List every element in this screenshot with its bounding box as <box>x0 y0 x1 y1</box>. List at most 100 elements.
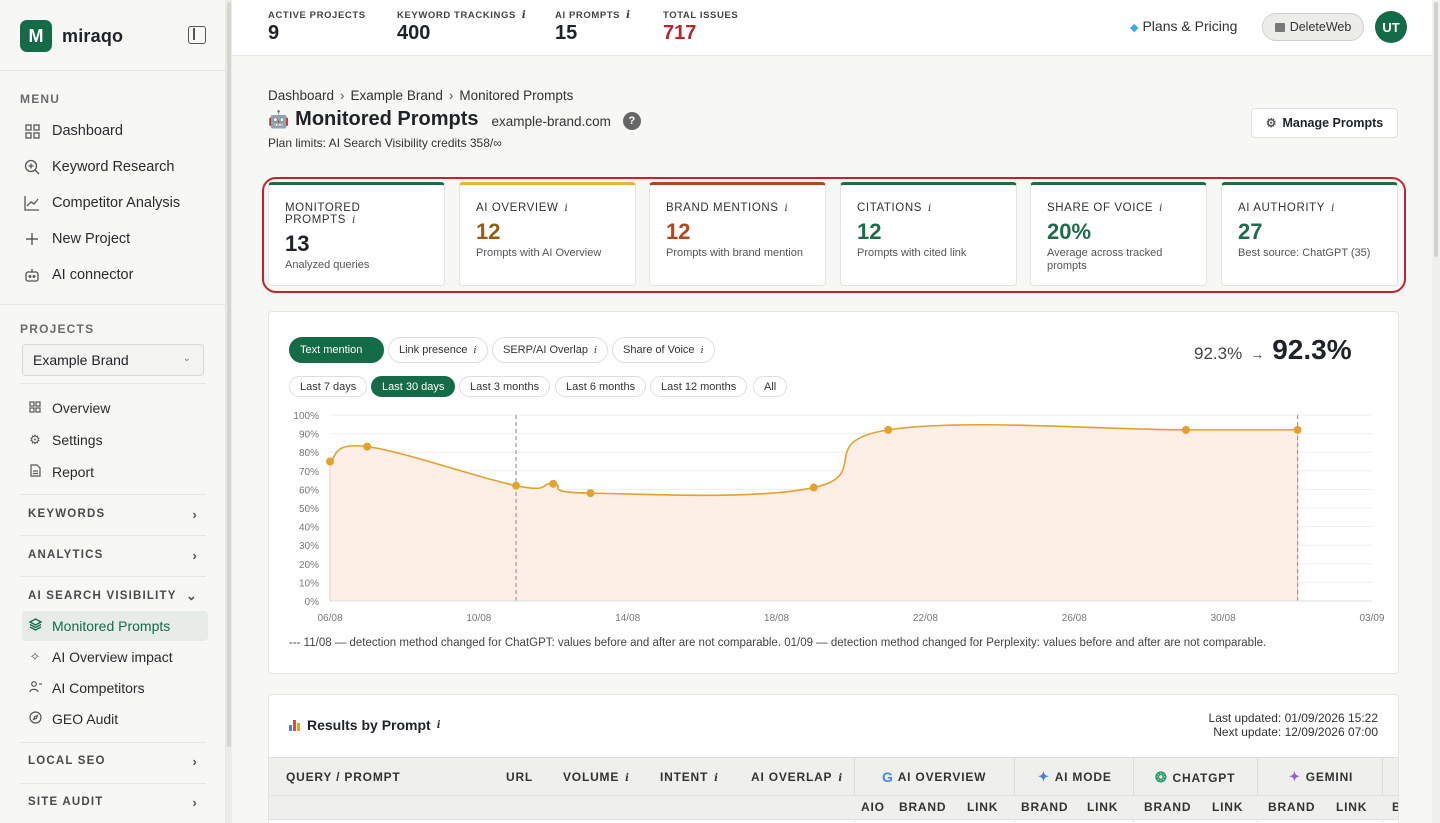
range-tab-last-30-days[interactable]: Last 30 days <box>371 376 456 397</box>
sidebar-item-competitor-analysis[interactable]: Competitor Analysis <box>20 188 208 218</box>
sidebar-item-geo-audit[interactable]: GEO Audit <box>22 704 208 734</box>
metric-tab-serp-ai-overlap[interactable]: SERP/AI Overlap i <box>492 337 609 363</box>
kpi-value: 27 <box>1238 219 1263 244</box>
sidebar-item-ai-competitors[interactable]: AI Competitors <box>22 673 208 703</box>
sidebar-item-label: Keyword Research <box>52 159 175 175</box>
sidebar-item-keyword-research[interactable]: Keyword Research <box>20 152 208 182</box>
file-icon <box>28 464 42 480</box>
metric-tab-label: Link presence <box>399 344 468 356</box>
y-tick-label: 20% <box>299 560 319 571</box>
engine-label: AI MODE <box>1054 770 1112 784</box>
scrollbar-thumb[interactable] <box>1434 2 1438 257</box>
stat-label: AI PROMPTS i <box>555 10 631 21</box>
group-ai-search-visibility[interactable]: AI SEARCH VISIBILITY ⌄ <box>20 583 208 609</box>
brand[interactable]: M miraqo <box>20 20 123 52</box>
x-tick-label: 26/08 <box>1062 613 1087 624</box>
metric-tab-share-of-voice[interactable]: Share of Voice i <box>612 337 715 363</box>
group-local-seo[interactable]: LOCAL SEO › <box>20 748 208 774</box>
group-keywords[interactable]: KEYWORDS › <box>20 501 208 527</box>
y-tick-label: 60% <box>299 485 319 496</box>
info-icon[interactable]: i <box>1331 203 1335 214</box>
sidebar-item-label: Settings <box>52 432 103 448</box>
info-icon[interactable]: i <box>714 773 719 784</box>
info-icon[interactable]: i <box>436 719 441 731</box>
range-tab-last-6-months[interactable]: Last 6 months <box>555 376 647 397</box>
engine-chatgpt: ❂ CHATGPT <box>1155 769 1235 786</box>
range-tab-last-12-months[interactable]: Last 12 months <box>650 376 748 397</box>
metric-tab-text-mention[interactable]: Text mention <box>289 337 384 363</box>
sidebar-item-ai-overview-impact[interactable]: ✧ AI Overview impact <box>22 642 208 672</box>
group-analytics[interactable]: ANALYTICS › <box>20 542 208 568</box>
divider <box>0 70 226 71</box>
page-scrollbar[interactable] <box>1432 0 1440 823</box>
group-label: AI SEARCH VISIBILITY <box>28 590 177 602</box>
workspace-button[interactable]: DeleteWeb <box>1262 13 1364 41</box>
range-tab-all[interactable]: All <box>753 376 788 397</box>
bar-chart-icon <box>289 719 302 731</box>
info-icon[interactable]: i <box>625 773 630 784</box>
manage-prompts-button[interactable]: ⚙ Manage Prompts <box>1251 108 1398 138</box>
range-tab-last-7-days[interactable]: Last 7 days <box>289 376 368 397</box>
y-tick-label: 0% <box>305 597 320 608</box>
brand-name: miraqo <box>62 25 124 46</box>
breadcrumb-dashboard[interactable]: Dashboard <box>268 88 335 103</box>
x-tick-label: 30/08 <box>1211 613 1236 624</box>
column-url[interactable]: URL <box>506 770 534 784</box>
group-site-audit[interactable]: SITE AUDIT › <box>20 789 208 815</box>
info-icon[interactable]: i <box>838 773 843 784</box>
column-query[interactable]: QUERY / PROMPT <box>286 770 401 784</box>
x-tick-label: 10/08 <box>466 613 491 624</box>
line-chart-icon <box>24 195 40 211</box>
sidebar-toggle-icon[interactable] <box>188 26 206 44</box>
column-volume[interactable]: VOLUME i <box>563 770 630 784</box>
engine-label: AI OVERVIEW <box>897 770 987 784</box>
engine-ai-overview: G AI OVERVIEW <box>882 769 986 785</box>
sidebar-item-ai-connector[interactable]: AI connector <box>20 260 208 290</box>
breadcrumb-project[interactable]: Example Brand <box>350 88 443 103</box>
range-tab-last-3-months[interactable]: Last 3 months <box>459 376 551 397</box>
avatar[interactable]: UT <box>1375 11 1407 43</box>
info-icon[interactable]: i <box>1159 203 1163 214</box>
sidebar-item-label: AI connector <box>52 267 134 283</box>
column-ai-overlap[interactable]: AI OVERLAP i <box>751 770 843 784</box>
plans-pricing-link[interactable]: ◆ Plans & Pricing <box>1130 18 1237 34</box>
delta-from: 92.3% <box>1194 344 1243 363</box>
layers-icon <box>28 618 42 634</box>
info-icon[interactable]: i <box>928 203 932 214</box>
sidebar-item-new-project[interactable]: New Project <box>20 224 208 254</box>
metric-tab-label: Text mention <box>300 344 363 356</box>
info-icon[interactable]: i <box>784 203 789 214</box>
chevron-right-icon: › <box>340 88 345 103</box>
info-icon[interactable]: i <box>700 344 704 356</box>
results-panel: Results by Prompt i Last updated: 01/09/… <box>268 694 1399 823</box>
stat-label: KEYWORD TRACKINGS i <box>397 10 526 21</box>
project-select[interactable]: Example Brand ⌄ <box>22 344 204 376</box>
info-icon[interactable]: i <box>352 215 356 226</box>
sidebar-item-overview[interactable]: Overview <box>22 393 208 423</box>
sidebar-item-report[interactable]: Report <box>22 457 208 487</box>
info-icon[interactable]: i <box>521 10 527 21</box>
info-icon[interactable]: i <box>593 344 598 356</box>
info-icon[interactable]: i <box>564 203 569 214</box>
y-tick-label: 80% <box>299 448 319 459</box>
metric-tab-link-presence[interactable]: Link presence i <box>388 337 488 363</box>
sidebar-item-dashboard[interactable]: Dashboard <box>20 116 208 146</box>
kpi-subtext: Prompts with brand mention <box>666 247 803 259</box>
sidebar-item-monitored-prompts[interactable]: Monitored Prompts <box>22 611 208 641</box>
sidebar-item-label: Overview <box>52 400 111 416</box>
scrollbar-thumb[interactable] <box>227 2 231 747</box>
kpi-highlight-outline <box>262 177 1406 293</box>
stat-label-text: AI PROMPTS <box>555 10 621 21</box>
info-icon[interactable]: i <box>473 344 477 356</box>
data-point <box>326 457 334 466</box>
divider <box>1382 758 1383 822</box>
help-icon[interactable]: ? <box>622 111 641 130</box>
kpi-subtext: Analyzed queries <box>285 259 370 271</box>
divider <box>1257 758 1258 822</box>
sidebar-item-settings[interactable]: ⚙ Settings <box>22 425 208 455</box>
column-intent[interactable]: INTENT i <box>660 770 719 784</box>
subcolumn: BRAND <box>1268 800 1316 814</box>
data-point <box>549 479 558 488</box>
info-icon[interactable]: i <box>626 10 631 21</box>
sidebar-scrollbar[interactable] <box>226 0 232 823</box>
